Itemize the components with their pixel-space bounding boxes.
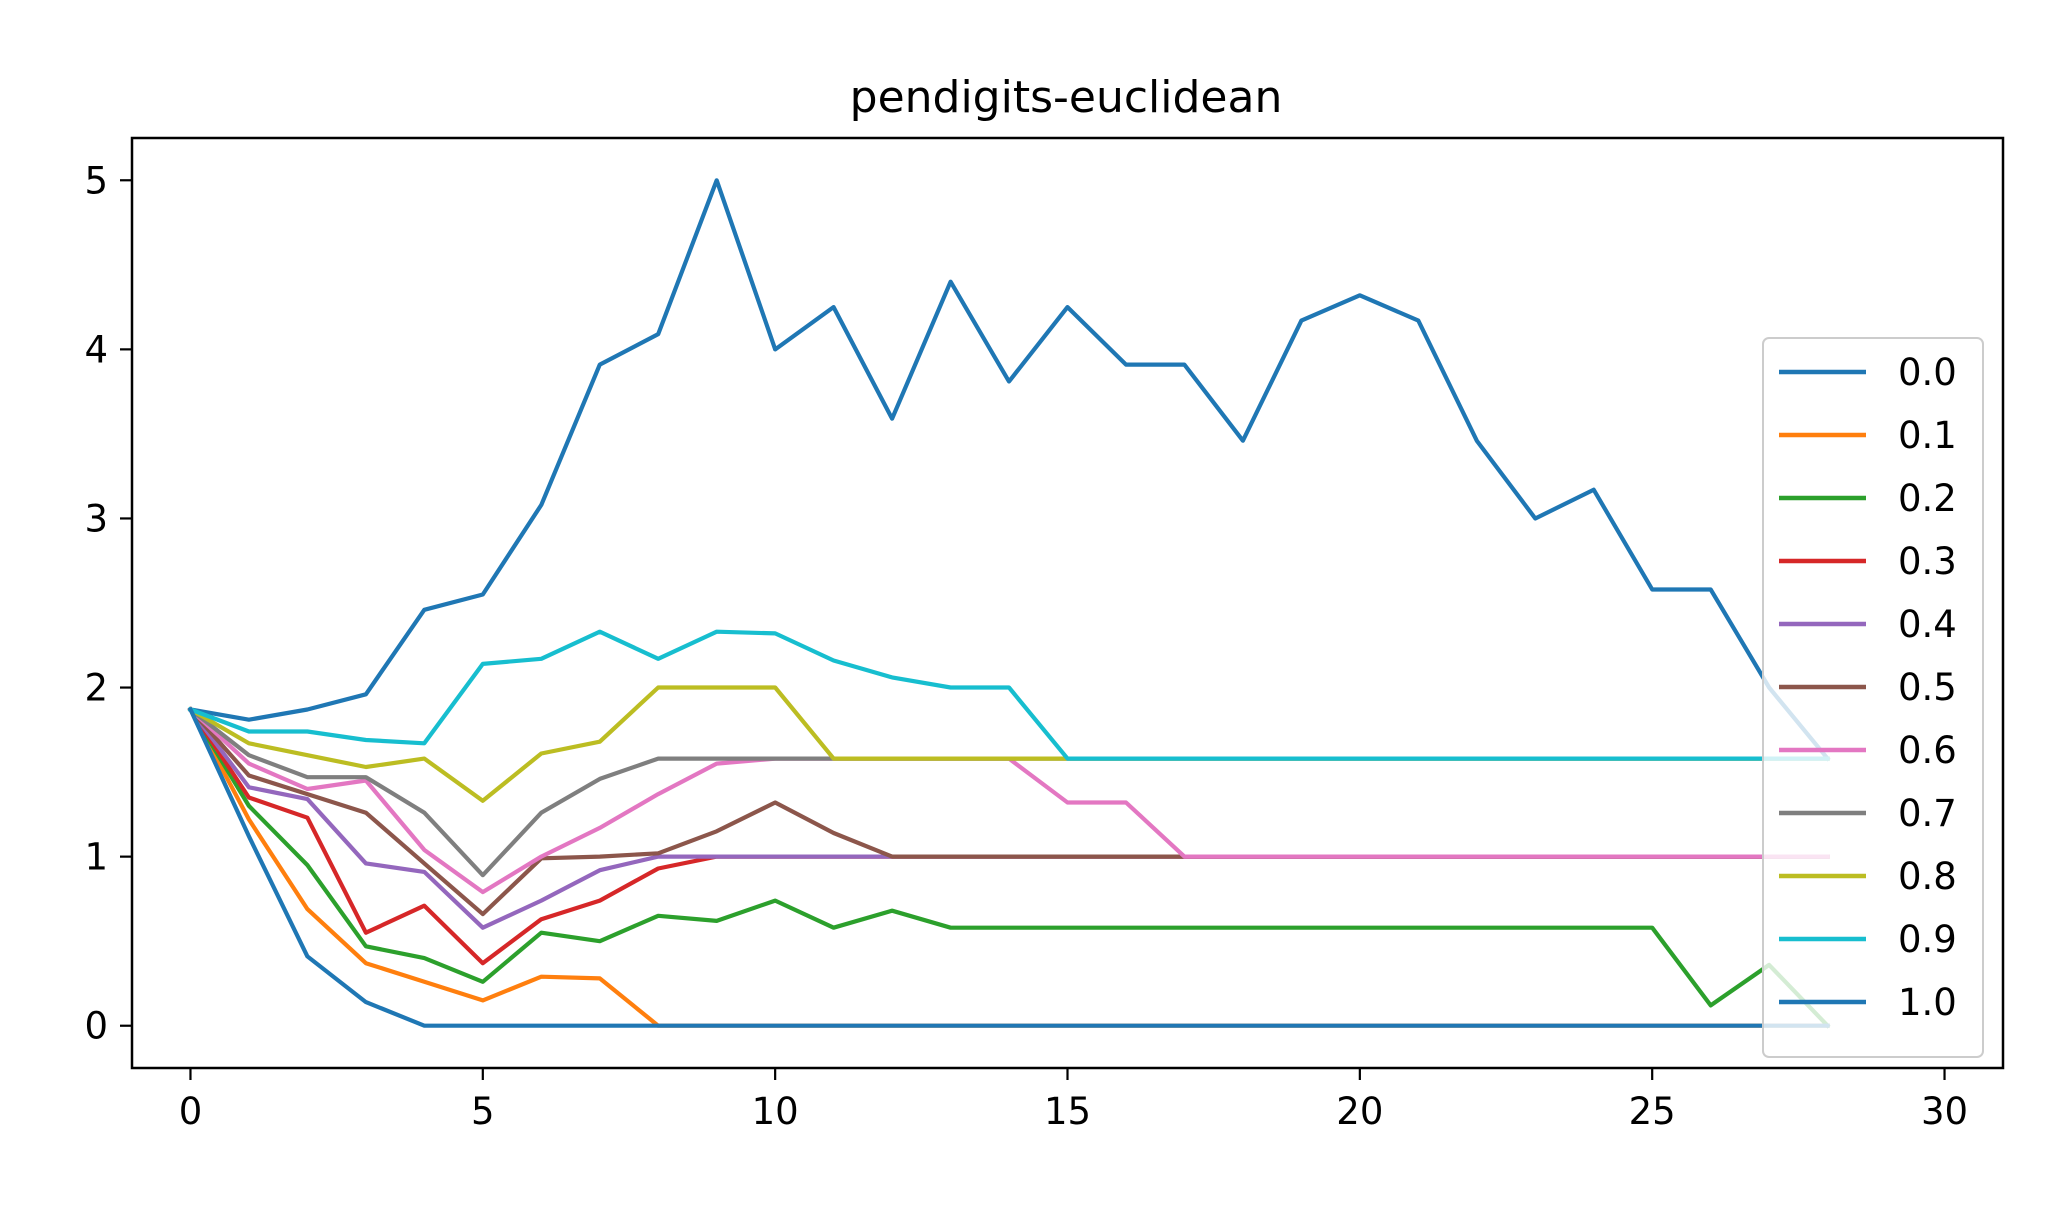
series-line-10 — [187, 706, 1830, 1028]
legend-label-8: 0.8 — [1898, 855, 1957, 898]
x-tick-label: 25 — [1629, 1090, 1676, 1133]
legend-label-5: 0.5 — [1898, 666, 1957, 709]
series-line-0 — [188, 178, 1831, 762]
y-tick-label: 3 — [84, 497, 108, 540]
legend: 0.0 0.1 0.2 0.3 0.4 0.5 0.6 0.7 0.8 0.9 1.0 — [1762, 337, 1984, 1058]
x-tick-label: 0 — [179, 1090, 203, 1133]
legend-label-0: 0.0 — [1898, 351, 1957, 394]
series-layer — [187, 178, 1831, 1029]
legend-label-2: 0.2 — [1898, 477, 1957, 520]
y-tick-label: 0 — [84, 1005, 108, 1048]
x-tick-label: 5 — [471, 1090, 495, 1133]
y-tick-label: 5 — [84, 159, 108, 202]
legend-label-1: 0.1 — [1898, 414, 1957, 457]
legend-label-6: 0.6 — [1898, 729, 1957, 772]
legend-label-3: 0.3 — [1898, 540, 1957, 583]
x-tick-label: 30 — [1921, 1090, 1968, 1133]
y-tick-label: 2 — [84, 667, 108, 710]
series-line-2 — [187, 706, 1831, 1029]
legend-label-7: 0.7 — [1898, 792, 1957, 835]
legend-label-9: 0.9 — [1898, 918, 1957, 961]
series-line-9 — [187, 629, 1830, 761]
x-tick-label: 20 — [1336, 1090, 1383, 1133]
legend-label-10: 1.0 — [1898, 981, 1957, 1024]
x-tick-label: 10 — [752, 1090, 799, 1133]
legend-label-4: 0.4 — [1898, 603, 1957, 646]
y-tick-label: 4 — [84, 328, 108, 371]
axes-layer: 0 5 10 15 20 25 30 0 1 2 3 4 5 — [84, 159, 1968, 1133]
x-tick-label: 15 — [1044, 1090, 1091, 1133]
chart-title: pendigits-euclidean — [850, 72, 1283, 123]
y-tick-label: 1 — [84, 836, 108, 879]
